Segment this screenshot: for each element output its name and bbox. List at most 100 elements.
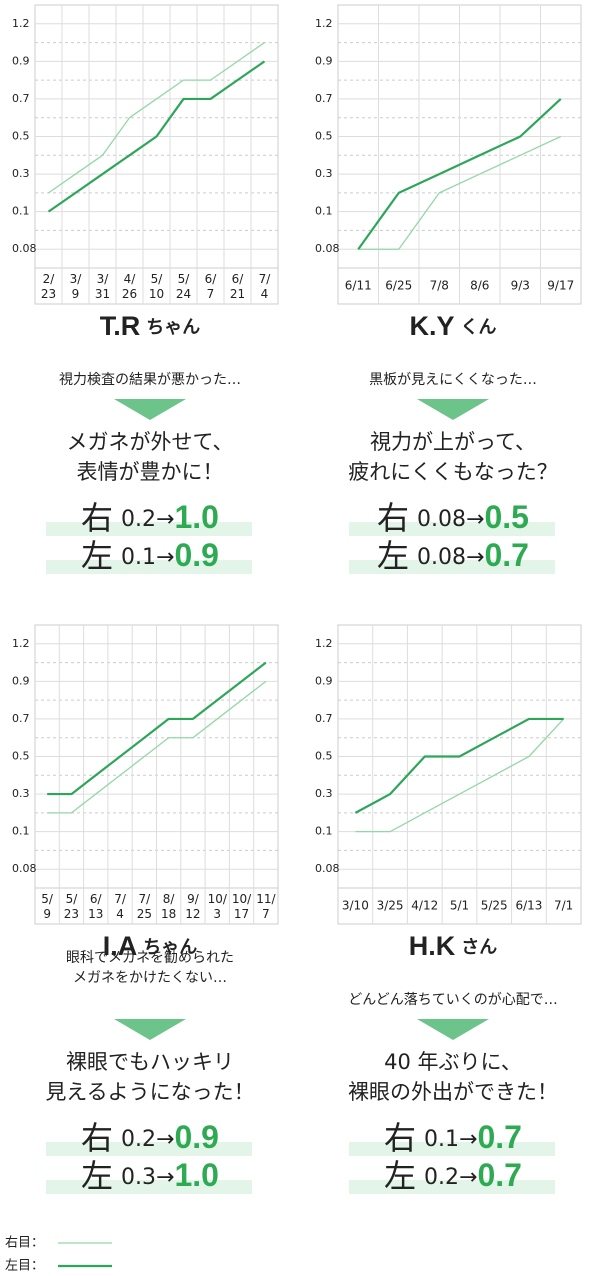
x-tick-part: 5/ bbox=[151, 272, 164, 286]
name: H.K bbox=[409, 931, 456, 961]
name-suffix: ちゃん bbox=[143, 937, 197, 958]
y-tick-label: 0.9 bbox=[12, 674, 30, 687]
x-tick-part: 4/ bbox=[124, 272, 137, 286]
x-tick-label: 6/11 bbox=[345, 279, 372, 293]
y-tick-label: 0.9 bbox=[12, 54, 30, 67]
x-tick-label: 9/17 bbox=[547, 279, 574, 293]
x-tick-label: 8/6 bbox=[470, 279, 489, 293]
x-tick-part: 18 bbox=[161, 907, 176, 921]
x-tick-part: 10 bbox=[149, 287, 164, 301]
problem-text: どんどん落ちていくのが心配で… bbox=[348, 992, 558, 1008]
x-tick-label: 6/7 bbox=[205, 272, 218, 301]
x-tick-part: 5/ bbox=[66, 892, 79, 906]
arrow: → bbox=[156, 545, 174, 570]
to: 1.0 bbox=[174, 1157, 218, 1193]
arrow-down bbox=[417, 1019, 489, 1040]
highlight bbox=[349, 1180, 555, 1194]
outcome-text: 裸眼の外出ができた！ bbox=[348, 1080, 558, 1104]
x-tick-label: 5/25 bbox=[481, 899, 508, 913]
problem-text: 眼科でメガネを勧められた bbox=[66, 949, 234, 966]
arrow: → bbox=[156, 1165, 174, 1190]
x-tick-part: 7 bbox=[207, 287, 215, 301]
x-tick-label: 5/9 bbox=[41, 892, 54, 921]
x-tick-part: 8/ bbox=[163, 892, 176, 906]
x-tick-part: 9 bbox=[72, 287, 80, 301]
to: 0.5 bbox=[484, 499, 528, 535]
eye: 右 bbox=[81, 499, 113, 537]
to: 0.7 bbox=[484, 537, 528, 573]
y-tick-label: 0.3 bbox=[12, 787, 30, 800]
eye: 右 bbox=[81, 1119, 113, 1157]
y-tick-label: 0.08 bbox=[315, 242, 340, 255]
highlight bbox=[46, 1180, 252, 1194]
x-tick-label: 7/25 bbox=[137, 892, 152, 921]
x-tick-part: 10/ bbox=[208, 892, 228, 906]
y-tick-label: 0.1 bbox=[12, 205, 30, 218]
x-tick-label: 9/12 bbox=[185, 892, 200, 921]
highlight bbox=[46, 560, 252, 574]
x-tick-label: 7/4 bbox=[114, 892, 127, 921]
from: 0.1 bbox=[424, 1127, 459, 1152]
outcome-text: 見えるようになった！ bbox=[45, 1080, 254, 1104]
series-line bbox=[355, 718, 565, 833]
result: 右 0.2→0.9 bbox=[81, 1119, 219, 1157]
x-tick-part: 11/ bbox=[256, 892, 276, 906]
series-line bbox=[354, 717, 564, 814]
series-line bbox=[357, 98, 562, 250]
y-tick-label: 1.2 bbox=[12, 17, 30, 30]
x-tick-part: 6/ bbox=[232, 272, 245, 286]
y-tick-label: 0.08 bbox=[12, 242, 37, 255]
arrow: → bbox=[466, 545, 484, 570]
to: 0.9 bbox=[174, 537, 218, 573]
arrow: → bbox=[459, 1127, 477, 1152]
y-tick-label: 0.3 bbox=[315, 787, 333, 800]
x-tick-part: 6/ bbox=[205, 272, 218, 286]
x-tick-label: 8/18 bbox=[161, 892, 176, 921]
eye: 左 bbox=[384, 1157, 416, 1195]
x-tick-label: 5/1 bbox=[450, 899, 469, 913]
person-name: I.A ちゃん bbox=[103, 931, 198, 961]
name-suffix: ちゃん bbox=[146, 317, 200, 338]
x-tick-label: 3/31 bbox=[95, 272, 110, 301]
result: 左 0.2→0.7 bbox=[384, 1157, 522, 1195]
name-suffix: さん bbox=[461, 937, 497, 958]
person-name: T.R ちゃん bbox=[100, 311, 201, 341]
y-tick-label: 0.1 bbox=[12, 825, 30, 838]
x-tick-part: 10/ bbox=[232, 892, 252, 906]
outcome-text: 視力が上がって、 bbox=[370, 430, 536, 454]
x-tick-part: 7/ bbox=[259, 272, 272, 286]
x-tick-label: 7/8 bbox=[430, 279, 449, 293]
legend-label: 右目： bbox=[5, 1236, 44, 1251]
result: 左 0.08→0.7 bbox=[377, 537, 529, 575]
x-tick-label: 6/13 bbox=[88, 892, 103, 921]
x-tick-part: 3/ bbox=[70, 272, 83, 286]
x-tick-part: 2/ bbox=[43, 272, 56, 286]
name: K.Y bbox=[409, 311, 454, 341]
y-tick-label: 0.1 bbox=[315, 205, 333, 218]
problem-text: 視力検査の結果が悪かった… bbox=[59, 372, 241, 388]
x-tick-part: 13 bbox=[88, 907, 103, 921]
y-tick-label: 1.2 bbox=[315, 637, 333, 650]
eye: 右 bbox=[377, 499, 409, 537]
to: 0.7 bbox=[477, 1157, 521, 1193]
x-tick-part: 26 bbox=[122, 287, 137, 301]
x-tick-label: 5/23 bbox=[64, 892, 79, 921]
x-tick-part: 25 bbox=[137, 907, 152, 921]
x-tick-part: 31 bbox=[95, 287, 110, 301]
y-tick-label: 0.7 bbox=[12, 712, 30, 725]
highlight bbox=[46, 1142, 252, 1156]
y-tick-label: 0.7 bbox=[315, 92, 333, 105]
eye: 左 bbox=[81, 537, 113, 575]
x-tick-part: 23 bbox=[64, 907, 79, 921]
from: 0.1 bbox=[121, 545, 156, 570]
x-tick-part: 5/ bbox=[178, 272, 191, 286]
problem-text: 黒板が見えにくくなった… bbox=[369, 372, 537, 388]
y-tick-label: 0.5 bbox=[315, 130, 333, 143]
x-tick-label: 3/25 bbox=[377, 899, 404, 913]
y-tick-label: 1.2 bbox=[12, 637, 30, 650]
x-tick-label: 4/12 bbox=[411, 899, 438, 913]
x-tick-part: 23 bbox=[41, 287, 56, 301]
x-tick-label: 10/3 bbox=[208, 892, 228, 921]
y-tick-label: 0.3 bbox=[315, 167, 333, 180]
